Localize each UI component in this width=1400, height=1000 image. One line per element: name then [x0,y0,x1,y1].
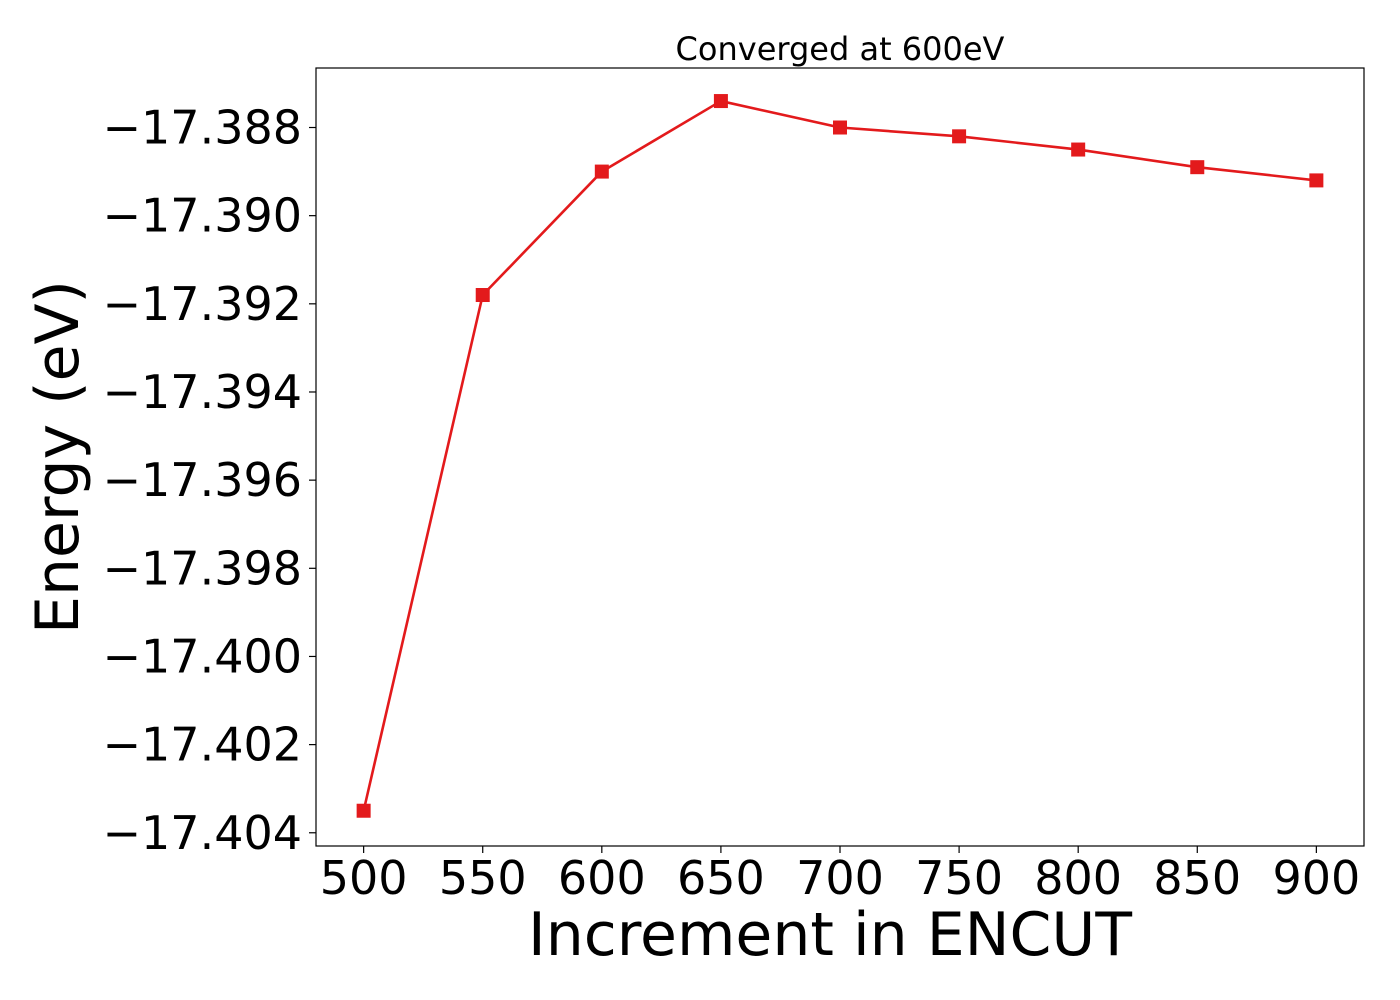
x-tick-label: 700 [796,851,884,905]
data-point-marker [1309,173,1324,188]
x-tick-label: 850 [1153,851,1241,905]
x-tick-label: 900 [1272,851,1360,905]
y-tick-label: −17.392 [103,277,303,331]
series-layer [356,94,1324,818]
data-point-marker [1071,142,1086,157]
data-point-marker [833,120,847,135]
chart-title: Converged at 600eV [676,30,1005,68]
x-tick-label: 500 [320,851,408,905]
y-tick-label: −17.400 [103,629,303,683]
y-tick-label: −17.398 [103,541,303,595]
x-tick-label: 550 [439,851,527,905]
x-tick-label: 650 [677,851,765,905]
x-tick-label: 800 [1034,851,1122,905]
y-tick-label: −17.402 [103,718,303,772]
plot-area-frame [315,67,1365,847]
data-point-marker [594,164,609,179]
y-tick-label: −17.390 [103,189,303,243]
data-point-marker [952,129,967,144]
x-tick-label: 750 [915,851,1003,905]
x-axis-ticks: 500 550 600 650 700 750 800 850 900 [320,846,1360,905]
y-tick-label: −17.404 [103,806,303,860]
y-axis-ticks: −17.388 −17.390 −17.392 −17.394 −17.396 −17.3… [103,101,316,860]
data-point-marker [1190,160,1205,175]
y-axis-label: Energy (eV) [23,280,93,634]
x-axis-label: Increment in ENCUT [528,900,1132,970]
data-point-marker [356,803,371,818]
y-tick-label: −17.396 [103,453,303,507]
y-tick-label: −17.388 [103,101,303,155]
data-point-marker [713,94,728,109]
data-point-marker [475,288,490,303]
x-tick-label: 600 [558,851,646,905]
y-tick-label: −17.394 [103,365,303,419]
